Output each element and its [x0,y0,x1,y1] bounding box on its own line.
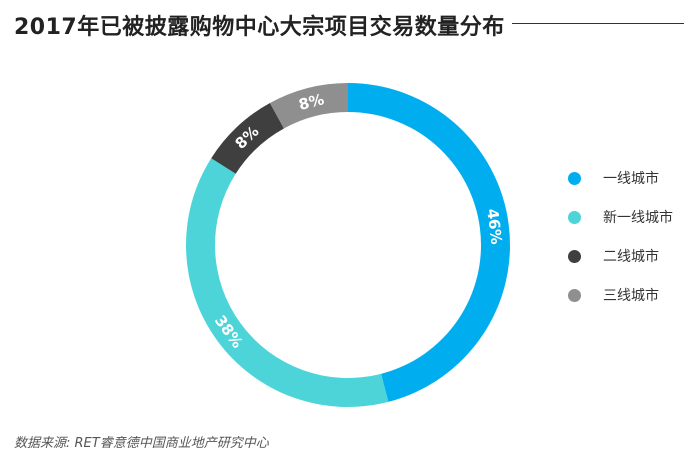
donut-slice-tier3 [269,83,348,129]
legend-label: 一线城市 [603,171,659,187]
legend-swatch [568,249,581,263]
donut-slice-tier1 [348,83,511,402]
legend-item-tier1: 一线城市 [568,168,673,188]
chart-title: 2017年已被披露购物中心大宗项目交易数量分布 [14,15,505,40]
legend-label: 新一线城市 [603,210,673,226]
title-divider [512,23,684,24]
legend-label: 三线城市 [603,288,659,304]
legend-label: 二线城市 [603,249,659,265]
legend-item-new-tier1: 新一线城市 [568,207,673,227]
slice-value-label: 46% [483,208,505,246]
donut-slice-tier2 [211,103,284,174]
donut-slice-new-tier1 [186,158,389,407]
legend-swatch [568,288,581,302]
legend-swatch [568,171,581,185]
legend: 一线城市 新一线城市 二线城市 三线城市 [568,168,673,324]
legend-item-tier3: 三线城市 [568,285,673,305]
slice-value-label: 8% [297,90,326,114]
legend-item-tier2: 二线城市 [568,246,673,266]
legend-swatch [568,210,581,224]
source-note: 数据来源: RET睿意德中国商业地产研究中心 [14,436,269,451]
